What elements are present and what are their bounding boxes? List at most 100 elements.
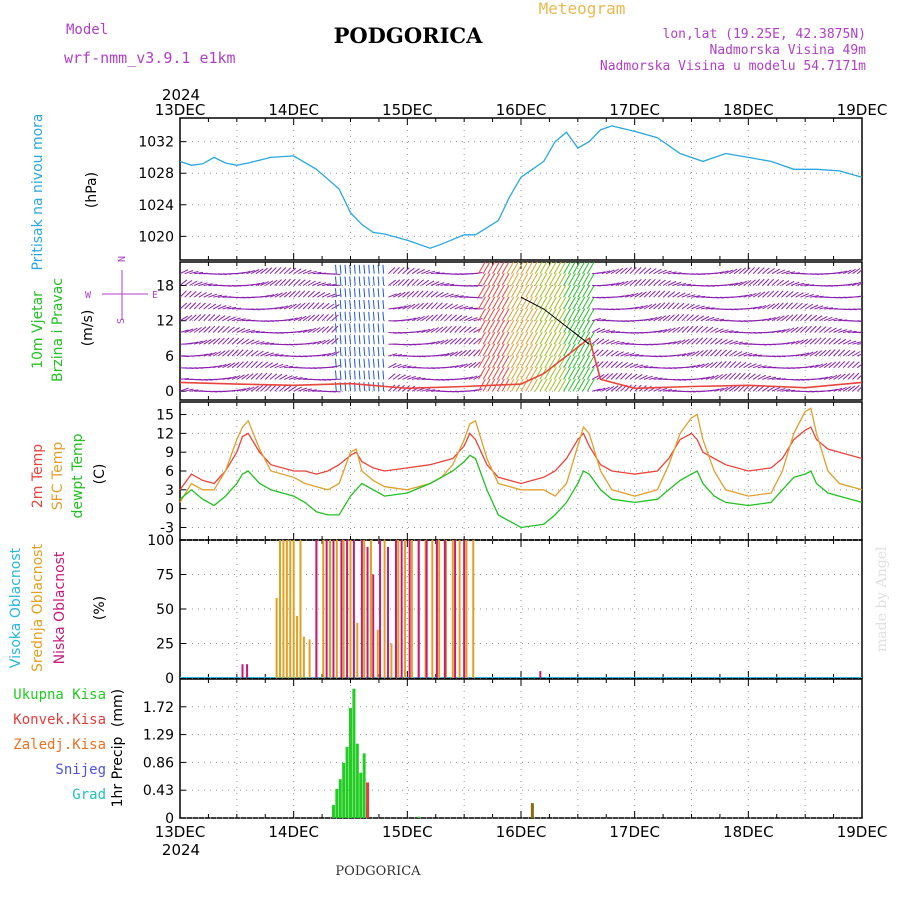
wind-barb	[771, 302, 780, 310]
wind-barb	[748, 353, 758, 357]
y-tick-label: 0.86	[143, 755, 174, 771]
wind-barb	[695, 363, 705, 369]
wind-barb	[302, 290, 310, 298]
wind-barb	[506, 284, 515, 298]
wind-barb	[203, 303, 212, 310]
wind-barb	[662, 328, 672, 333]
wind-barb	[213, 294, 223, 298]
wind-barb	[625, 293, 634, 298]
wind-barb	[719, 349, 727, 357]
wind-barb	[506, 308, 515, 321]
wind-barb	[639, 365, 649, 369]
wind-barb	[629, 306, 639, 310]
wind-barb	[805, 294, 814, 298]
wind-barb	[520, 273, 529, 286]
wind-barb	[800, 352, 810, 357]
day-tick-label-bottom: 14DEC	[268, 823, 319, 841]
wind-barb	[762, 304, 771, 310]
wind-barb	[339, 311, 342, 321]
wind-barb	[691, 304, 700, 310]
wind-barb	[596, 349, 604, 357]
wind-barb	[591, 388, 601, 392]
wind-barb	[634, 354, 644, 357]
wind-barb	[653, 268, 662, 275]
wind-barb	[435, 314, 443, 322]
cloud-ylabel-3: Niska Oblacnost	[52, 551, 68, 664]
wind-barb	[492, 320, 501, 333]
wind-barb	[767, 317, 776, 322]
wind-barb	[553, 262, 562, 274]
wind-barb	[743, 362, 752, 369]
wind-barb	[283, 291, 292, 298]
wind-barb	[354, 288, 356, 298]
wind-barb	[231, 327, 240, 333]
wind-barb	[397, 305, 407, 310]
wind-barb	[837, 349, 846, 357]
wind-barb	[440, 283, 450, 286]
wind-barb	[236, 388, 246, 392]
wind-barb	[648, 316, 658, 322]
wind-barb	[388, 293, 397, 298]
wind-barb	[553, 367, 562, 380]
wind-barb	[809, 295, 819, 298]
wind-barb	[506, 262, 515, 274]
wind-barb	[492, 355, 501, 368]
wind-barb	[696, 305, 705, 310]
wind-barb	[227, 326, 235, 333]
wind-barb	[321, 326, 330, 333]
wind-barb	[426, 389, 436, 392]
wind-barb	[615, 341, 625, 345]
wind-barb	[288, 278, 296, 286]
wind-barb	[738, 352, 748, 357]
wind-barb	[525, 308, 534, 321]
wind-barb	[710, 374, 719, 380]
wind-barb	[459, 337, 467, 345]
wind-barb	[610, 282, 620, 286]
wind-barb	[804, 314, 813, 322]
wind-barb	[316, 314, 325, 322]
wind-barb	[358, 264, 361, 274]
wind-barb	[586, 355, 595, 368]
wind-barb	[686, 351, 696, 357]
wind-barb	[482, 284, 491, 298]
wind-barb	[563, 331, 572, 345]
wind-barb	[785, 280, 795, 286]
compass-north: N	[117, 256, 128, 262]
wind-barb	[358, 288, 361, 298]
day-tick-label-bottom: 16DEC	[496, 823, 547, 841]
wind-barb	[605, 350, 614, 357]
wind-barb	[482, 343, 491, 357]
wind-barb	[861, 284, 862, 286]
wind-barb	[857, 353, 862, 357]
wind-barb	[544, 331, 553, 345]
wind-barb	[421, 279, 430, 286]
wind-barb	[203, 283, 213, 286]
wind-barb	[293, 268, 302, 275]
wind-barb	[372, 264, 375, 274]
wind-barb	[298, 315, 307, 322]
wind-barb	[544, 308, 553, 321]
wind-barb	[634, 305, 644, 310]
wind-barb	[714, 361, 723, 369]
wind-barb	[833, 387, 843, 392]
wind-barb	[463, 362, 473, 369]
wind-barb	[795, 292, 804, 298]
wind-barb	[677, 292, 686, 298]
wind-barb	[686, 314, 694, 322]
wind-barb	[842, 349, 851, 357]
wind-barb	[393, 354, 403, 357]
wind-barb	[582, 284, 591, 298]
wind-barb	[715, 271, 725, 275]
wind-barb	[643, 375, 653, 380]
wind-barb	[634, 267, 642, 275]
wind-barb	[610, 340, 620, 345]
wind-barb	[449, 390, 459, 393]
wind-barb	[809, 325, 817, 333]
wind-barb	[577, 320, 586, 333]
wind-barb	[823, 362, 832, 369]
wind-barb	[681, 293, 691, 298]
wind-barb	[729, 340, 738, 345]
wind-barb	[312, 271, 322, 275]
wind-barb	[298, 329, 308, 333]
wind-barb	[511, 320, 519, 333]
